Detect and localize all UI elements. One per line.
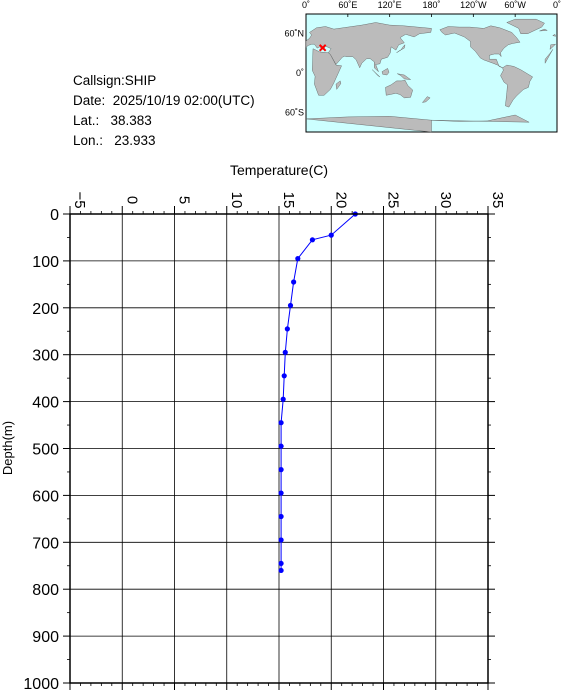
x-tick-label: −5 [71, 191, 88, 208]
data-point [278, 443, 284, 449]
data-point [309, 237, 316, 243]
data-point [281, 373, 287, 379]
x-tick-label: 25 [385, 192, 402, 209]
y-tick-label: 1000 [23, 676, 59, 690]
x-tick-label: 30 [437, 192, 454, 209]
data-point [291, 279, 297, 285]
date-text: Date: 2025/10/19 02:00(UTC) [73, 93, 255, 108]
y-tick-label: 300 [32, 348, 59, 365]
land-shape-6 [506, 19, 545, 34]
longitude-text: Lon.: 23.933 [73, 133, 156, 148]
map-lon-label: 0˚ [553, 0, 561, 10]
map-land [305, 19, 557, 133]
location-marker-stroke [318, 44, 327, 52]
x-tick-label: 35 [489, 192, 506, 209]
y-tick-label: 800 [32, 582, 59, 599]
data-point [280, 396, 286, 402]
land-shape-3 [385, 79, 413, 99]
data-point [278, 560, 284, 567]
land-shape-7 [539, 28, 548, 32]
y-tick-label: 700 [32, 535, 59, 552]
x-tick-labels: −5 0 5 10 15 20 25 30 35 [71, 191, 506, 208]
map-lon-label: 120˚W [460, 0, 487, 10]
chart-grid [69, 213, 489, 684]
data-point [295, 255, 301, 262]
land-shape-10 [372, 69, 381, 78]
data-point [278, 567, 284, 574]
callsign-text: Callsign:SHIP [73, 73, 157, 88]
land-shape-2 [335, 80, 342, 90]
data-point [328, 232, 334, 238]
y-tick-label: 900 [32, 629, 59, 646]
y-tick-label: 200 [32, 301, 59, 318]
land-shape-9 [396, 44, 406, 53]
plot-frame [69, 213, 489, 684]
y-tick-label: 100 [32, 254, 59, 271]
latitude-text: Lat.: 38.383 [73, 113, 152, 128]
y-tick-label: 500 [32, 442, 59, 459]
land-shape-1 [312, 48, 342, 96]
land-shape-1 [544, 49, 553, 64]
map-labels: 0˚ 60˚E 120˚E 180˚ 120˚W 60˚W 0˚ 60˚N 0˚ 60˚S [284, 0, 561, 117]
world-map: 0˚ 60˚E 120˚E 180˚ 120˚W 60˚W 0˚ 60˚N 0˚ 60˚S [284, 0, 561, 133]
x-tick-label: 0 [123, 196, 140, 204]
series-line [280, 213, 356, 571]
map-lon-label: 60˚W [504, 0, 526, 10]
x-tick-label: 20 [332, 192, 349, 209]
land-shape-5 [500, 64, 533, 108]
x-tick-label: 5 [176, 196, 193, 204]
y-tick-label: 600 [32, 488, 59, 505]
land-shape-11 [381, 68, 390, 76]
map-lat-label: 0˚ [296, 68, 304, 78]
data-point [278, 420, 284, 426]
data-point [287, 302, 294, 309]
map-lat-label: 60˚S [285, 107, 304, 117]
y-tick-labels: 0 100 200 300 400 500 600 700 800 900 1000 [23, 207, 59, 690]
map-lon-label: 120˚E [378, 0, 402, 10]
data-point [278, 467, 284, 473]
map-lon-label: 60˚E [338, 0, 357, 10]
y-tick-label: 0 [50, 207, 59, 224]
data-point [278, 537, 284, 543]
land-shape-8 [552, 33, 556, 37]
land-shape-14 [305, 116, 432, 133]
land-shape-12 [397, 73, 412, 80]
info-panel: Callsign:SHIP Date: 2025/10/19 02:00(UTC… [73, 71, 255, 151]
x-tick-label: 10 [228, 192, 245, 209]
map-lat-label: 60˚N [284, 29, 304, 39]
data-point [282, 349, 288, 355]
x-tick-label: 15 [280, 192, 297, 209]
map-lon-label: 180˚ [422, 0, 440, 10]
y-tick-label: 400 [32, 395, 59, 412]
map-lon-label: 0˚ [302, 0, 310, 10]
data-point [278, 513, 284, 520]
location-marker [318, 44, 327, 52]
data-point [284, 326, 290, 332]
land-shape-0 [549, 43, 557, 50]
land-shape-13 [421, 96, 431, 103]
land-shape-4 [439, 25, 521, 68]
x-axis-label: Temperature(C) [230, 162, 328, 178]
y-axis-label: Depth(m) [0, 421, 15, 475]
land-shape-14 [431, 114, 530, 123]
series-temperature [278, 211, 358, 574]
data-point [278, 490, 284, 496]
